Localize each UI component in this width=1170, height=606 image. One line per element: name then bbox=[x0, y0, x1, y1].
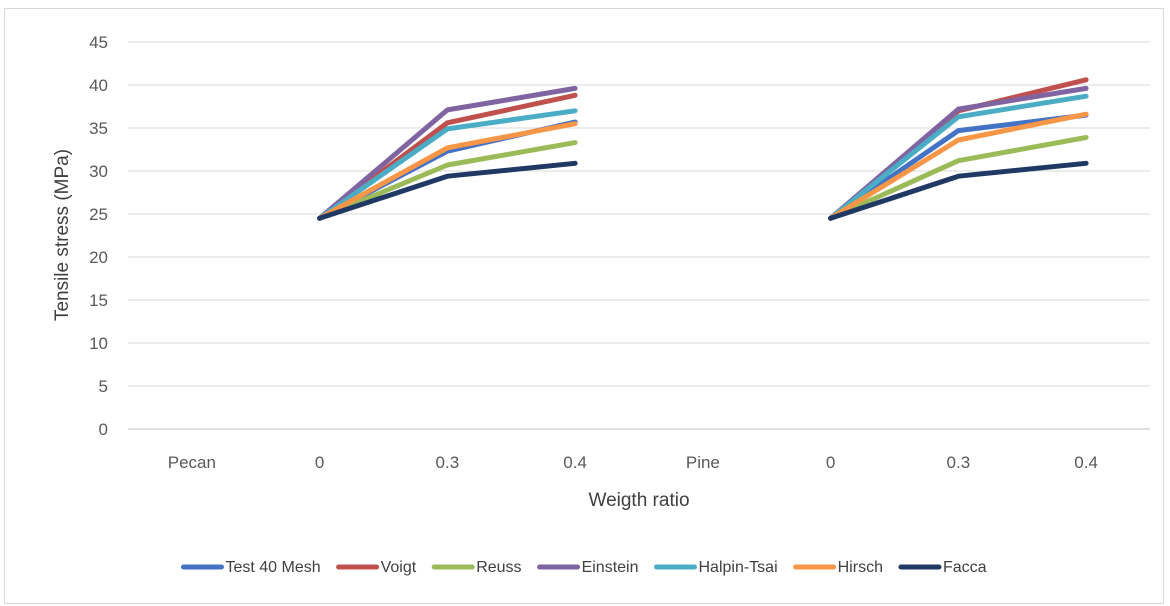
x-tick-label: 0.4 bbox=[563, 453, 587, 472]
legend-label: Reuss bbox=[476, 559, 521, 576]
series-line-reuss bbox=[317, 140, 578, 221]
x-tick-label: Pine bbox=[686, 453, 720, 472]
y-tick-label: 5 bbox=[99, 377, 108, 396]
series-line-einstein bbox=[317, 85, 578, 221]
x-tick-label: 0 bbox=[826, 453, 835, 472]
y-tick-label: 40 bbox=[89, 76, 108, 95]
x-tick-label: Pecan bbox=[168, 453, 216, 472]
series-line-hirsch bbox=[317, 121, 578, 221]
x-axis-title: Weigth ratio bbox=[588, 490, 689, 511]
legend-label: Facca bbox=[943, 559, 987, 576]
y-tick-label: 15 bbox=[89, 291, 108, 310]
y-tick-label: 30 bbox=[89, 162, 108, 181]
series-line-halpin-tsai bbox=[317, 108, 578, 221]
grid-lines bbox=[128, 41, 1150, 430]
series-line-facca bbox=[317, 160, 578, 221]
y-axis-ticks: 0 5 10 15 20 25 30 35 40 45 bbox=[89, 33, 108, 439]
legend-label: Test 40 Mesh bbox=[225, 559, 320, 576]
x-tick-label: 0.4 bbox=[1074, 453, 1098, 472]
series-line-halpin-tsai bbox=[828, 93, 1089, 221]
series-line-reuss bbox=[828, 135, 1089, 221]
series-line-hirsch bbox=[828, 111, 1089, 221]
legend: Test 40 Mesh Voigt Reuss Einstein Halpin-Tsa… bbox=[180, 559, 987, 576]
legend-label: Voigt bbox=[381, 559, 417, 576]
series-line-facca bbox=[828, 160, 1089, 221]
x-axis-ticks: Pecan 0 0.3 0.4 Pine 0 0.3 0.4 bbox=[168, 453, 1098, 472]
y-tick-label: 45 bbox=[89, 33, 108, 52]
y-axis-title: Tensile stress (MPa) bbox=[52, 149, 73, 321]
y-tick-label: 35 bbox=[89, 119, 108, 138]
legend-label: Hirsch bbox=[838, 559, 883, 576]
series-lines bbox=[317, 77, 1089, 221]
x-tick-label: 0.3 bbox=[436, 453, 460, 472]
x-tick-label: 0 bbox=[315, 453, 324, 472]
legend-label: Halpin-Tsai bbox=[698, 559, 777, 576]
y-tick-label: 0 bbox=[99, 420, 108, 439]
y-tick-label: 20 bbox=[89, 248, 108, 267]
y-tick-label: 10 bbox=[89, 334, 108, 353]
y-tick-label: 25 bbox=[89, 205, 108, 224]
legend-label: Einstein bbox=[582, 559, 639, 576]
x-tick-label: 0.3 bbox=[947, 453, 971, 472]
